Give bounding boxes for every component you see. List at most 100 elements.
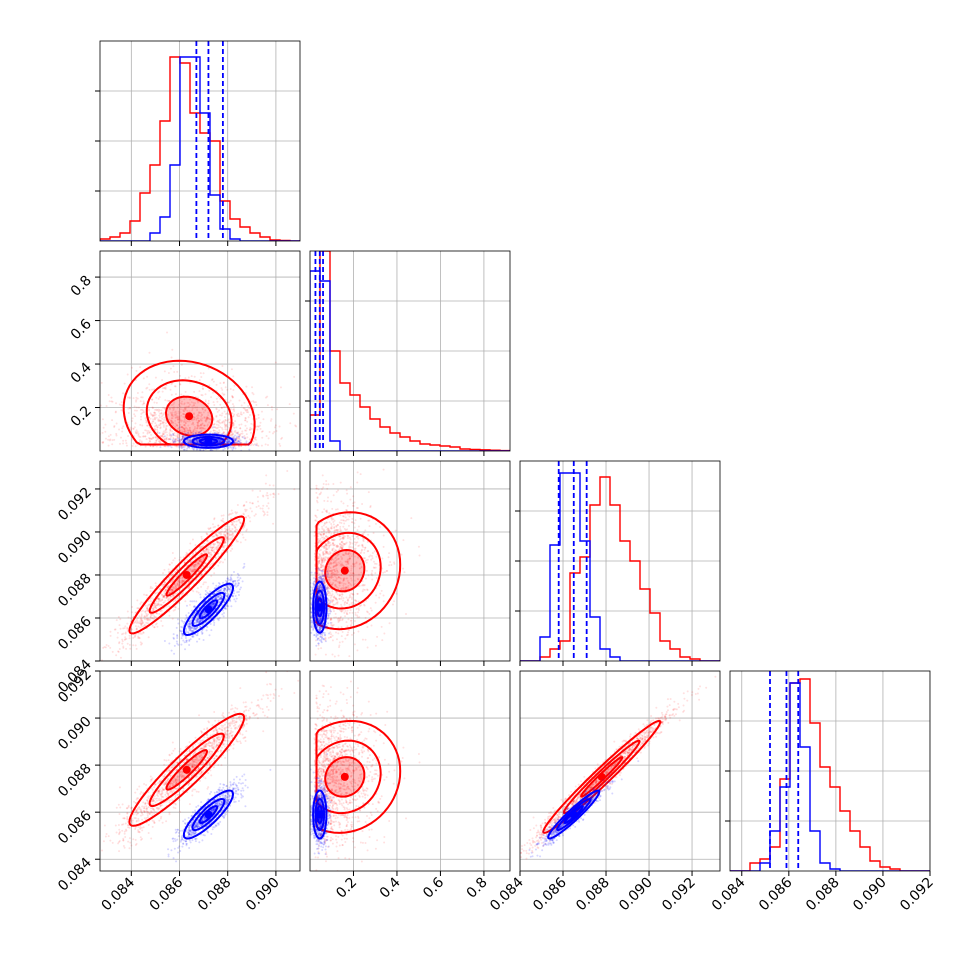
sample-point [185, 614, 188, 617]
sample-point [196, 426, 199, 429]
sample-point [253, 437, 256, 440]
sample-point [233, 413, 236, 416]
sample-point [179, 419, 182, 422]
sample-point [191, 577, 194, 580]
sample-point [138, 637, 141, 640]
sample-point [160, 434, 163, 437]
sample-point [148, 618, 151, 621]
sample-point [240, 445, 243, 448]
sample-point [182, 413, 185, 416]
sample-point [249, 428, 252, 431]
sample-point [220, 406, 223, 409]
sample-point [211, 535, 214, 538]
sample-point [216, 540, 219, 543]
sample-point [237, 431, 240, 434]
sample-point [232, 375, 235, 378]
sample-point [159, 422, 162, 425]
sample-point [228, 440, 231, 443]
sample-point [141, 642, 144, 645]
sample-point [158, 419, 161, 422]
sample-point [168, 399, 171, 402]
sample-point [256, 425, 259, 428]
sample-point [168, 407, 171, 410]
sample-point [175, 584, 178, 587]
sample-point [238, 582, 241, 585]
sample-point [227, 532, 230, 535]
sample-point [138, 636, 141, 639]
sample-point [165, 438, 168, 441]
sample-point [139, 436, 142, 439]
sample-point [189, 567, 192, 570]
sample-point [170, 417, 173, 420]
sample-point [229, 407, 232, 410]
sample-point [183, 427, 186, 430]
sample-point [141, 609, 144, 612]
sample-point [229, 399, 232, 402]
sample-point [158, 431, 161, 434]
sample-point [144, 435, 147, 438]
sample-point [154, 582, 157, 585]
sample-point [215, 407, 218, 410]
sample-point [235, 538, 238, 541]
sample-point [244, 508, 247, 511]
sample-point [181, 436, 184, 439]
sample-point [177, 437, 180, 440]
sample-point [161, 435, 164, 438]
sample-point [211, 546, 214, 549]
sample-point [243, 562, 246, 565]
sample-point [201, 387, 204, 390]
sample-point [166, 596, 169, 599]
sample-point [371, 557, 374, 560]
sample-point [236, 440, 239, 443]
sample-point [141, 396, 144, 399]
sample-point [174, 425, 177, 428]
sample-point [219, 440, 222, 443]
sample-point [273, 430, 276, 433]
sample-point [184, 600, 187, 603]
sample-point [228, 537, 231, 540]
sample-point [142, 409, 145, 412]
sample-point [146, 594, 149, 597]
sample-point [234, 594, 237, 597]
sample-point [146, 607, 149, 610]
sample-point [230, 574, 233, 577]
sample-point [161, 599, 164, 602]
sample-point [239, 439, 242, 442]
scatter-panel-0-1 [100, 251, 300, 451]
sample-point [146, 424, 149, 427]
sample-point [193, 416, 196, 419]
sample-point [234, 580, 237, 583]
sample-point [135, 369, 138, 372]
sample-point [289, 422, 292, 425]
sample-point [234, 437, 237, 440]
sample-point [235, 523, 238, 526]
sample-point [254, 436, 257, 439]
sample-point [236, 431, 239, 434]
sample-point [226, 431, 229, 434]
sample-point [155, 396, 158, 399]
scatter-panel-0-2 [100, 461, 300, 661]
sample-point [166, 331, 169, 334]
sample-point [253, 443, 256, 446]
sample-point [153, 626, 156, 629]
contour-1-1 [191, 435, 226, 447]
sample-point [175, 575, 178, 578]
sample-point [215, 415, 218, 418]
histogram-panel-2 [520, 461, 720, 661]
sample-point [229, 549, 232, 552]
sample-point [190, 423, 193, 426]
sample-point [176, 434, 179, 437]
sample-point [188, 603, 191, 606]
sample-point [232, 435, 235, 438]
sample-point [234, 442, 237, 445]
sample-point [175, 640, 178, 643]
sample-point [246, 443, 249, 446]
sample-point [178, 602, 181, 605]
sample-point [255, 417, 258, 420]
sample-point [169, 411, 172, 414]
sample-point [184, 435, 187, 438]
sample-point [119, 656, 122, 659]
sample-point [183, 436, 186, 439]
sample-point [176, 597, 179, 600]
sample-point [164, 588, 167, 591]
